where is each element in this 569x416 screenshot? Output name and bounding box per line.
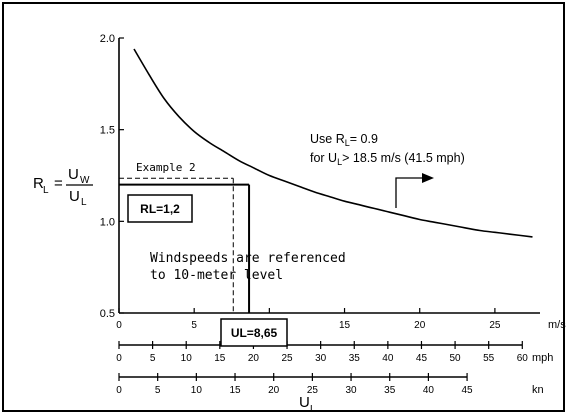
kn-tick-label: 20 [268,385,280,396]
y-label-den-sub: L [81,197,87,208]
ul-callout-text: UL=8,65 [231,326,278,340]
mph-tick-label: 35 [349,353,361,364]
mph-tick-label: 10 [181,353,193,364]
example-label: Example 2 [136,161,196,174]
kn-tick-label: 30 [345,385,357,396]
x-tick-label: 25 [489,320,501,331]
x-tick-label: 20 [414,320,426,331]
ul-callout: UL=8,65 [220,318,288,347]
use-rl-note: Use RL= 0.9 for UL> 18.5 m/s (41.5 mph) [310,132,465,208]
x-axis-label: U L [299,394,316,415]
rl-callout-text: RL=1,2 [140,202,180,216]
kn-tick-label: 40 [423,385,435,396]
use-note-l2-rest: > 18.5 m/s (41.5 mph) [342,151,465,165]
mph-tick-label: 30 [315,353,327,364]
y-tick-label: 0.5 [100,308,115,320]
svg-text:Use RL= 0.9: Use RL= 0.9 [310,132,378,148]
ul-callout-box [220,318,288,347]
use-note-l1-rest: = 0.9 [350,132,378,146]
y-axis-label: R L = U W U L [33,166,93,208]
use-note-l2: for U [310,151,337,165]
rl-curve [133,48,533,238]
x-label-sub: L [310,404,316,415]
mph-tick-label: 0 [116,353,122,364]
mph-tick-label: 20 [248,353,260,364]
windspeed-line-2: to 10-meter level [150,268,283,283]
mph-tick-label: 25 [281,353,293,364]
mph-tick-label: 55 [483,353,495,364]
x-unit-ms: m/s [548,319,566,331]
plot-axes [118,38,540,314]
mph-tick-label: 45 [416,353,428,364]
rl-callout-box [127,194,193,223]
kn-tick-label: 35 [384,385,396,396]
y-label-eq: = [54,175,63,192]
mph-unit: mph [532,352,553,364]
tick-layer: 0.5 1.0 1.5 2.0 0 5 10 15 20 25 m/s 0 5 10 15 20 25 30 35 4… [100,33,567,396]
y-label-num-sub: W [80,175,90,186]
x-tick-label: 0 [116,320,122,331]
use-note-l2-sub: L [337,157,342,167]
mph-tick-label: 50 [450,353,462,364]
svg-text:for UL> 18.5 m/s (41.5 mph): for UL> 18.5 m/s (41.5 mph) [310,151,465,167]
use-note-l1-sub: L [345,138,350,148]
y-label-num: U [68,166,79,183]
windspeed-note: Windspeeds are referenced to 10-meter le… [150,251,346,283]
y-label-r: R [33,175,44,192]
kn-tick-label: 10 [191,385,203,396]
guide-layer [119,177,251,313]
x-label-u: U [299,394,310,411]
mph-tick-label: 5 [150,353,156,364]
kn-tick-label: 0 [116,385,122,396]
x-tick-label: 5 [191,320,197,331]
kn-tick-label: 15 [229,385,241,396]
curve-layer [133,48,533,238]
mph-tick-label: 15 [214,353,226,364]
mph-tick-label: 60 [517,353,529,364]
kn-tick-label: 5 [155,385,161,396]
mph-tick-label: 40 [382,353,394,364]
y-tick-label: 1.0 [100,216,115,228]
y-tick-label: 1.5 [100,125,115,137]
windspeed-line-1: Windspeeds are referenced [150,251,346,266]
y-label-r-sub: L [43,185,49,196]
use-note-l1: Use R [310,132,345,146]
kn-tick-label: 25 [307,385,319,396]
kn-unit: kn [532,384,544,396]
kn-tick-label: 45 [462,385,474,396]
use-note-arrow-head [422,173,434,183]
x-tick-label: 15 [339,320,351,331]
use-note-arrow-line [395,177,424,208]
y-tick-label: 2.0 [100,33,115,45]
rl-callout: RL=1,2 [127,194,193,223]
y-label-den: U [69,188,80,205]
